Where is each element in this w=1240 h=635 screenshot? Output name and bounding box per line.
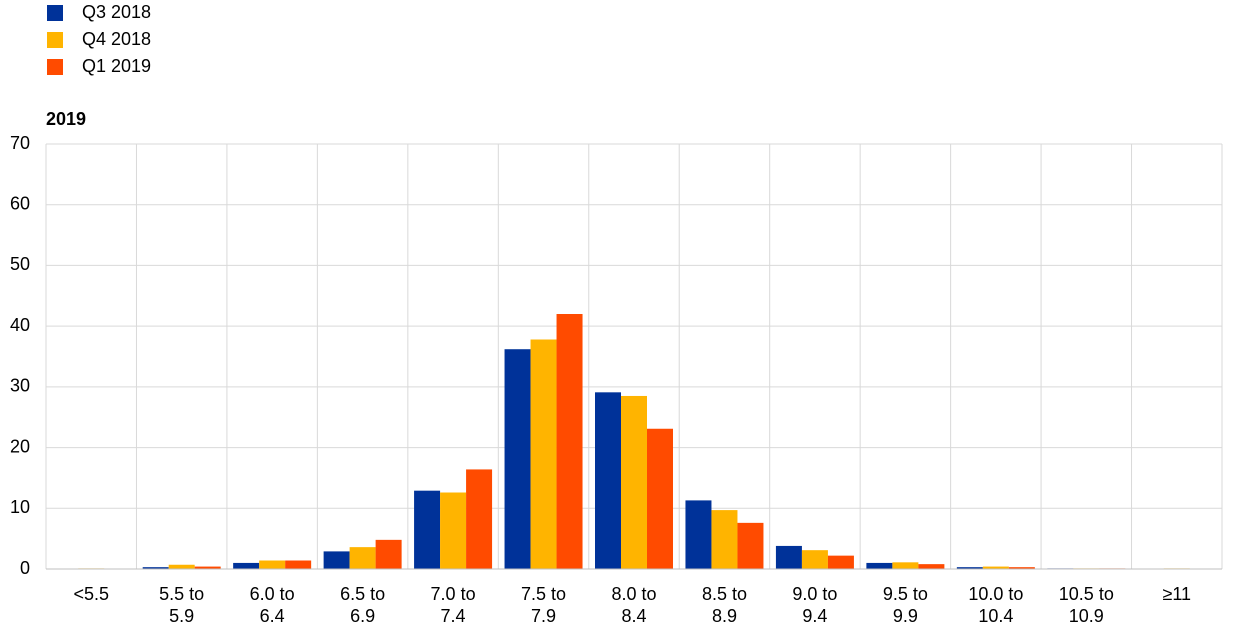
y-tick-label: 30: [10, 376, 30, 396]
x-tick-label: 8.4: [621, 606, 646, 626]
bar: [621, 395, 647, 569]
bar: [285, 560, 312, 569]
bar: [259, 560, 286, 569]
x-tick-label: 6.9: [350, 606, 375, 626]
bar: [685, 500, 712, 569]
x-tick-label: 5.5 to: [159, 584, 204, 604]
x-tick-label: 10.4: [978, 606, 1013, 626]
y-tick-label: 60: [10, 193, 30, 213]
bar: [775, 545, 802, 569]
x-tick-label: 6.5 to: [340, 584, 385, 604]
y-tick-label: 70: [10, 133, 30, 153]
bar: [142, 567, 169, 569]
legend-swatch: [47, 32, 63, 48]
legend-swatch: [47, 5, 63, 21]
bar: [1008, 567, 1035, 569]
y-tick-label: 0: [20, 558, 30, 578]
bar: [194, 566, 221, 569]
bar: [918, 564, 945, 569]
chart-subtitle: 2019: [46, 109, 86, 129]
x-tick-label: 8.0 to: [611, 584, 656, 604]
x-tick-label: 7.4: [441, 606, 466, 626]
x-tick-label: 9.4: [802, 606, 827, 626]
x-tick-label: 9.0 to: [792, 584, 837, 604]
bar: [530, 339, 557, 569]
bar: [827, 555, 854, 569]
bar: [375, 539, 402, 569]
y-tick-label: 50: [10, 254, 30, 274]
bar: [892, 562, 919, 569]
bar: [737, 522, 764, 569]
x-tick-label: 9.9: [893, 606, 918, 626]
x-tick-label: 5.9: [169, 606, 194, 626]
bar: [504, 349, 531, 569]
x-tick-label: 10.9: [1069, 606, 1104, 626]
legend-swatch: [47, 59, 63, 75]
y-tick-label: 40: [10, 315, 30, 335]
x-tick-label: 6.0 to: [250, 584, 295, 604]
bar: [711, 510, 738, 569]
bar: [440, 492, 467, 569]
bar: [168, 564, 195, 569]
legend-label: Q3 2018: [82, 2, 151, 22]
x-tick-label: 10.5 to: [1059, 584, 1114, 604]
x-tick-label: 7.9: [531, 606, 556, 626]
bar: [595, 392, 621, 569]
x-tick-label: 8.9: [712, 606, 737, 626]
bar: [414, 490, 441, 569]
bar: [801, 550, 828, 569]
bar: [466, 469, 493, 569]
bar: [866, 562, 893, 569]
x-tick-label: 6.4: [260, 606, 285, 626]
bar: [956, 567, 983, 569]
y-tick-label: 20: [10, 436, 30, 456]
bar: [323, 551, 350, 569]
x-tick-label: 9.5 to: [883, 584, 928, 604]
bar: [233, 562, 260, 569]
x-tick-label: 7.5 to: [521, 584, 566, 604]
x-tick-label: 10.0 to: [968, 584, 1023, 604]
x-tick-label: ≥11: [1162, 584, 1191, 604]
bar: [556, 314, 583, 569]
x-tick-label: 7.0 to: [431, 584, 476, 604]
legend-label: Q4 2018: [82, 29, 151, 49]
bar: [982, 566, 1009, 569]
y-tick-label: 10: [10, 497, 30, 517]
bar: [349, 547, 376, 569]
x-tick-label: <5.5: [73, 584, 109, 604]
legend-label: Q1 2019: [82, 56, 151, 76]
x-tick-label: 8.5 to: [702, 584, 747, 604]
bar: [647, 428, 673, 569]
